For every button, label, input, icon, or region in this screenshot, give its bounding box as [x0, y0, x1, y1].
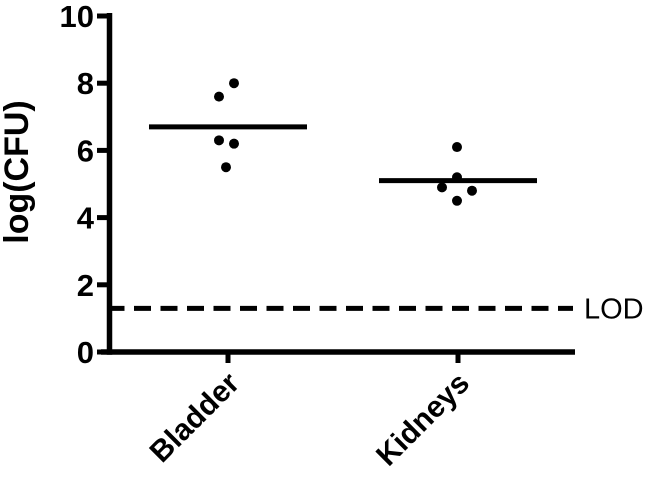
data-point-bladder: [214, 135, 224, 146]
y-tick-label: 6: [77, 133, 94, 168]
x-category-label-kidneys: Kidneys: [370, 367, 476, 473]
data-point-bladder: [229, 138, 239, 149]
data-point-bladder: [229, 78, 239, 89]
data-point-kidneys: [452, 172, 462, 183]
y-tick-label: 4: [77, 201, 95, 236]
data-point-bladder: [221, 162, 231, 173]
data-point-kidneys: [452, 142, 462, 153]
x-category-label-bladder: Bladder: [144, 366, 247, 469]
data-point-kidneys: [452, 195, 462, 206]
y-tick-label: 0: [77, 335, 94, 370]
y-axis-title: log(CFU): [0, 100, 36, 244]
data-point-kidneys: [467, 185, 477, 196]
y-tick-label: 10: [60, 0, 94, 34]
data-point-kidneys: [437, 182, 447, 193]
y-tick-label: 2: [77, 268, 94, 303]
data-point-bladder: [214, 91, 224, 102]
lod-label: LOD: [584, 293, 644, 325]
y-tick-label: 8: [77, 66, 94, 101]
